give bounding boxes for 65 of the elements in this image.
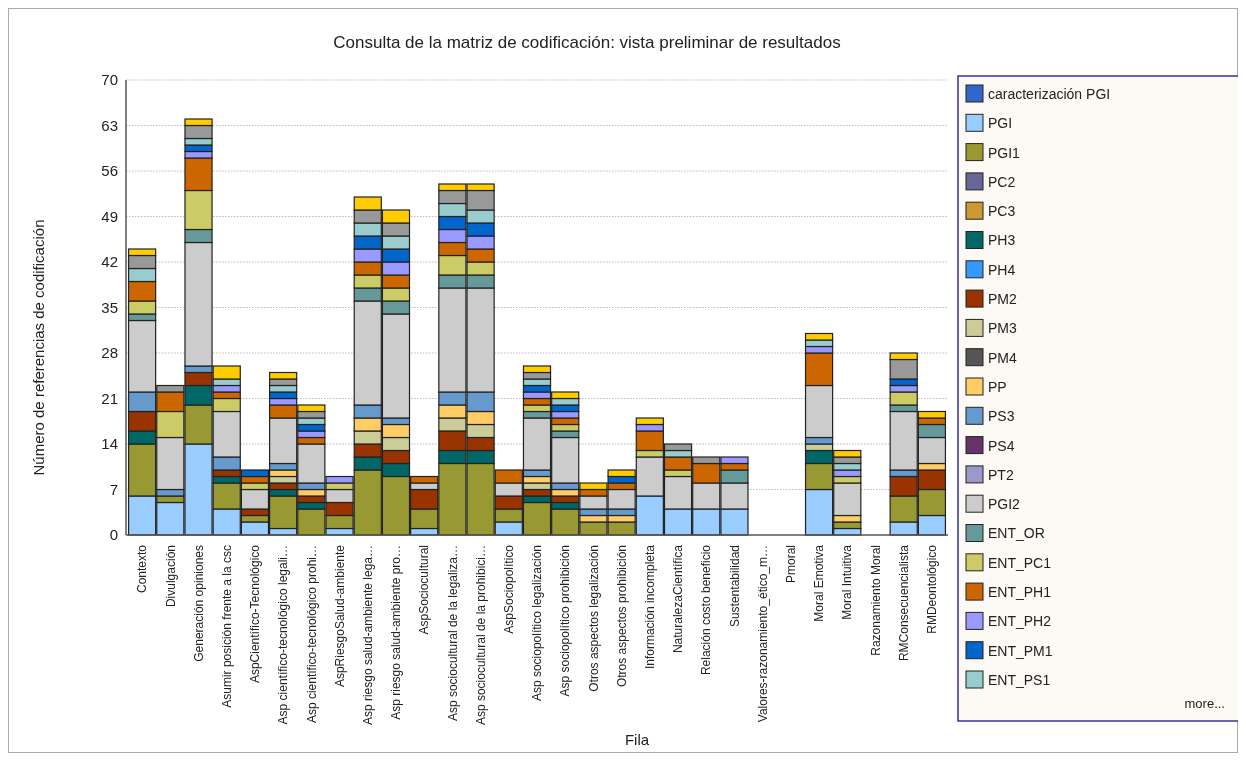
x-tick-label: Otros aspectos legalización	[586, 545, 601, 692]
x-tick-label: Asp sociopolítico legalización	[530, 545, 545, 702]
legend-label: caracterización PGI	[988, 85, 1111, 102]
x-tick-label: Asumir posición frente a la csc	[219, 545, 234, 708]
y-tick-label: 14	[101, 435, 118, 453]
x-tick-label: RMConsecuencialista	[896, 544, 911, 662]
y-axis-title: Número de referencias de codificación	[30, 219, 47, 476]
legend-label: PM2	[988, 291, 1017, 307]
x-tick-label: Moral Emotiva	[812, 544, 827, 622]
legend-label: PH3	[988, 232, 1016, 249]
legend-label: PGI2	[988, 496, 1021, 513]
x-tick-label: Asp científico-tecnológico legali…	[276, 545, 291, 725]
legend-label: PT2	[988, 466, 1014, 483]
x-tick-label: AspSociocultural	[417, 545, 432, 635]
x-tick-label: Relación costo beneficio	[699, 544, 714, 676]
y-tick-label: 70	[101, 71, 118, 89]
y-tick-label: 56	[101, 162, 118, 180]
x-tick-label: Divulgación	[163, 545, 178, 608]
x-axis-title: Fila	[624, 731, 650, 748]
y-tick-label: 28	[101, 344, 118, 362]
legend-label: PGI1	[988, 144, 1021, 161]
x-tick-label: RMDeontológico	[925, 544, 940, 634]
legend-label: PS4	[988, 437, 1015, 454]
y-tick-label: 42	[101, 253, 118, 271]
y-tick-label: 35	[101, 298, 118, 316]
x-tick-label: Pmoral	[784, 545, 799, 584]
legend-label: PGI	[988, 115, 1013, 132]
x-tick-label: Información incompleta	[643, 544, 658, 670]
text: more...	[1184, 696, 1225, 711]
legend-label: ENT_PH1	[988, 584, 1052, 600]
x-tick-label: AspCientífico-Tecnológico	[248, 544, 263, 684]
legend-label: ENT_PM1	[988, 642, 1053, 659]
x-tick-label: Moral Intuitiva	[840, 544, 855, 620]
legend-label: PS3	[988, 408, 1015, 425]
legend-label: PM4	[988, 349, 1017, 366]
x-tick-label: Asp riesgo salud-ambiente lega…	[360, 545, 375, 726]
x-tick-label: Sustentabilidad	[727, 545, 742, 628]
x-tick-label: Asp riesgo salud-ambiente pro…	[389, 545, 404, 720]
x-tick-label: Contexto	[135, 544, 150, 594]
x-tick-label: Valores-razonamiento_ético_m…	[755, 545, 770, 723]
x-tick-label: Asp sociopolítico prohibición	[558, 545, 573, 697]
y-tick-label: 49	[101, 207, 118, 225]
x-tick-label: AspSociopolítico	[501, 544, 516, 634]
legend-label: PM3	[988, 320, 1017, 337]
x-tick-label: Otros aspectos prohibición	[614, 545, 629, 688]
legend-label: PH4	[988, 261, 1016, 278]
y-tick-label: 7	[109, 480, 118, 498]
x-tick-label: Generación opiniones	[191, 545, 206, 662]
legend-label: ENT_PS1	[988, 671, 1051, 688]
x-tick-label: Asp científico-tecnológico prohi…	[304, 545, 319, 724]
legend-label: ENT_OR	[988, 525, 1045, 542]
chart-title: Consulta de la matriz de codificación: vista preliminar de resultados	[333, 33, 841, 52]
legend-label: PC3	[988, 203, 1016, 220]
legend-label: ENT_PH2	[988, 613, 1052, 630]
y-tick-label: 21	[101, 389, 118, 407]
legend-label: PC2	[988, 173, 1016, 190]
y-tick-label: 63	[101, 116, 118, 134]
x-tick-label: NaturalezaCientífica	[671, 544, 686, 654]
x-tick-label: AspRiesgoSalud-ambiente	[332, 544, 347, 688]
y-tick-label: 0	[109, 526, 118, 544]
legend-label: PP	[988, 378, 1007, 395]
x-tick-label: Asp sociocultural de la legaliza…	[445, 545, 460, 722]
legend-label: ENT_PC1	[988, 554, 1052, 571]
x-tick-label: Razonamiento Moral	[868, 545, 883, 656]
x-tick-label: Asp sociocultural de la prohibici…	[473, 545, 488, 726]
